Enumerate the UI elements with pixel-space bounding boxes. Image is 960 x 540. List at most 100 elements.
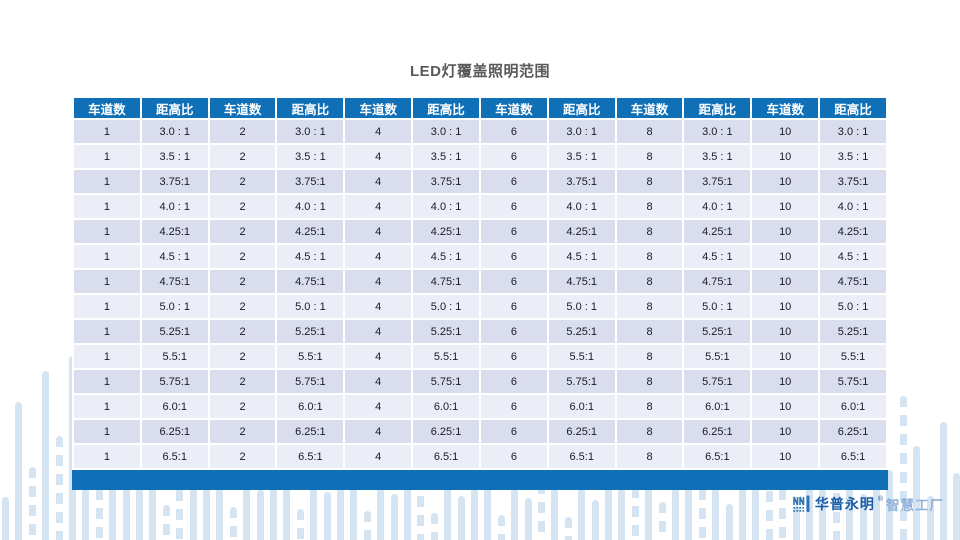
lane-count-cell: 10: [752, 395, 819, 418]
deco-bar: [672, 449, 679, 540]
lane-count-cell: 10: [752, 120, 819, 143]
deco-bar: [953, 473, 960, 540]
deco-bar: [899, 396, 907, 540]
col-header-ratio: 距高比: [277, 98, 344, 118]
deco-bar: [618, 483, 626, 540]
deco-bar: [176, 452, 184, 540]
lane-count-cell: 2: [209, 220, 276, 243]
lane-count-cell: 2: [209, 295, 276, 318]
col-header-lanes: 车道数: [480, 98, 547, 118]
lane-count-cell: 8: [616, 345, 683, 368]
deco-bar: [444, 460, 452, 540]
lane-count-cell: 8: [616, 120, 683, 143]
deco-bar: [471, 443, 478, 540]
deco-bar: [243, 454, 251, 540]
lane-count-cell: 10: [752, 245, 819, 268]
table-row: 1 6.5:1 2 6.5:1 4 6.5:1 6 6.5:1 8 6.5:1 10 6.5:1: [74, 445, 886, 468]
lane-count-cell: 10: [752, 445, 819, 468]
ratio-cell: 6.5:1: [548, 445, 615, 468]
deco-bar: [564, 517, 572, 540]
lane-count-cell: 8: [616, 295, 683, 318]
ratio-cell: 4.75:1: [277, 270, 344, 293]
lane-count-cell: 1: [74, 295, 140, 318]
table-row: 1 5.0 : 1 2 5.0 : 1 4 5.0 : 1 6 5.0 : 1 8 5.0 : 1…: [74, 295, 886, 318]
ratio-cell: 3.5 : 1: [684, 145, 751, 168]
deco-bar: [591, 500, 599, 540]
lane-count-cell: 4: [345, 420, 412, 443]
ratio-cell: 5.5:1: [277, 345, 344, 368]
brand-registered-mark: ®: [877, 495, 883, 503]
ratio-cell: 6.0:1: [141, 395, 208, 418]
lane-count-cell: 6: [480, 395, 547, 418]
lane-count-cell: 1: [74, 120, 140, 143]
ratio-cell: 3.75:1: [548, 170, 615, 193]
deco-bar: [819, 489, 827, 540]
deco-bar: [725, 504, 733, 540]
brand-suffix: 智慧工厂: [886, 498, 944, 513]
lane-count-cell: 6: [480, 145, 547, 168]
deco-bar: [484, 479, 492, 540]
ratio-cell: 5.25:1: [820, 320, 886, 343]
deco-bar: [524, 498, 532, 540]
page-title: LED灯覆盖照明范围: [409, 63, 550, 80]
lane-count-cell: 10: [752, 270, 819, 293]
lane-count-cell: 1: [74, 370, 140, 393]
lane-ratio-table-wrap: 车道数 距高比 车道数 距高比 车道数 距高比 车道数 距高比 车道数 距高比 车道数 距高比 1 3.…: [72, 96, 888, 490]
ratio-cell: 4.5 : 1: [413, 245, 479, 268]
ratio-cell: 3.75:1: [141, 170, 208, 193]
lane-count-cell: 2: [209, 170, 276, 193]
table-row: 1 4.25:1 2 4.25:1 4 4.25:1 6 4.25:1 8 4.25:1 10 4.2…: [74, 220, 886, 243]
table-row: 1 4.0 : 1 2 4.0 : 1 4 4.0 : 1 6 4.0 : 1 8 4.0 : 1…: [74, 195, 886, 218]
lane-count-cell: 4: [345, 245, 412, 268]
ratio-cell: 5.25:1: [684, 320, 751, 343]
lane-count-cell: 10: [752, 170, 819, 193]
ratio-cell: 4.75:1: [141, 270, 208, 293]
lane-count-cell: 6: [480, 120, 547, 143]
ratio-cell: 6.5:1: [141, 445, 208, 468]
lane-count-cell: 4: [345, 270, 412, 293]
lane-count-cell: 8: [616, 195, 683, 218]
lane-count-cell: 1: [74, 170, 140, 193]
ratio-cell: 4.0 : 1: [413, 195, 479, 218]
lane-count-cell: 8: [616, 370, 683, 393]
deco-bar: [940, 422, 947, 540]
ratio-cell: 5.75:1: [684, 370, 751, 393]
ratio-cell: 3.0 : 1: [277, 120, 344, 143]
lane-count-cell: 2: [209, 195, 276, 218]
ratio-cell: 3.5 : 1: [277, 145, 344, 168]
deco-bar: [430, 513, 438, 540]
deco-bar: [256, 490, 264, 540]
factory-logo-icon: [793, 495, 810, 512]
deco-bar: [511, 462, 519, 540]
lane-count-cell: 10: [752, 420, 819, 443]
ratio-cell: 3.5 : 1: [548, 145, 615, 168]
lane-count-cell: 2: [209, 145, 276, 168]
deco-bar: [497, 515, 505, 540]
deco-bar: [55, 436, 63, 540]
lane-count-cell: 2: [209, 370, 276, 393]
ratio-cell: 6.5:1: [820, 445, 886, 468]
lane-count-cell: 2: [209, 345, 276, 368]
table-row: 1 6.0:1 2 6.0:1 4 6.0:1 6 6.0:1 8 6.0:1 10 6.0:1: [74, 395, 886, 418]
deco-bar: [685, 485, 693, 540]
deco-bar: [189, 488, 197, 540]
deco-bar: [363, 511, 371, 540]
deco-bar: [752, 487, 760, 540]
lane-count-cell: 6: [480, 345, 547, 368]
lane-count-cell: 2: [209, 395, 276, 418]
lane-count-cell: 1: [74, 245, 140, 268]
col-header-lanes: 车道数: [752, 98, 819, 118]
ratio-cell: 3.75:1: [413, 170, 479, 193]
deco-bar: [95, 470, 103, 540]
ratio-cell: 3.75:1: [277, 170, 344, 193]
ratio-cell: 5.5:1: [820, 345, 886, 368]
lane-count-cell: 8: [616, 170, 683, 193]
lane-count-cell: 8: [616, 220, 683, 243]
table-row: 1 3.5 : 1 2 3.5 : 1 4 3.5 : 1 6 3.5 : 1 8 3.5 : 1…: [74, 145, 886, 168]
lane-count-cell: 4: [345, 370, 412, 393]
lane-count-cell: 4: [345, 170, 412, 193]
table-header-row: 车道数 距高比 车道数 距高比 车道数 距高比 车道数 距高比 车道数 距高比 车道数 距高比: [74, 98, 886, 118]
lane-count-cell: 6: [480, 295, 547, 318]
lane-count-cell: 6: [480, 320, 547, 343]
lane-count-cell: 10: [752, 370, 819, 393]
